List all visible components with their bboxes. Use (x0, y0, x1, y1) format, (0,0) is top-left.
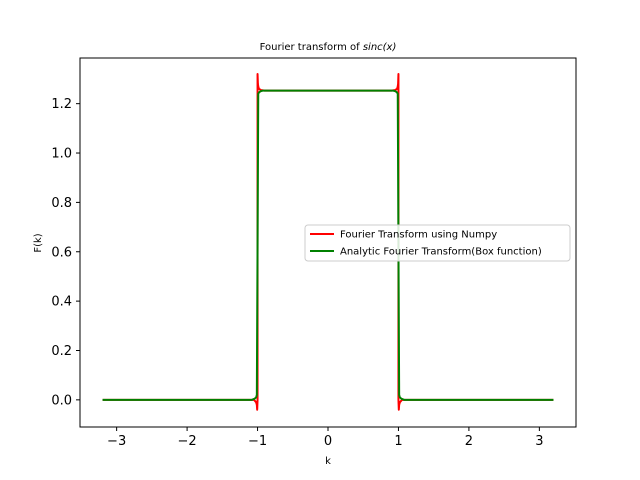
x-tick-label: −2 (178, 434, 197, 449)
x-tick-label: 0 (324, 434, 332, 449)
y-tick-label: 0.6 (51, 245, 72, 260)
series-line-1 (102, 89, 554, 401)
y-tick-label: 1.0 (51, 147, 72, 162)
legend-label-analytic: Analytic Fourier Transform(Box function) (340, 247, 542, 258)
x-tick-label: −1 (248, 434, 267, 449)
y-axis-label: F(k) (33, 233, 44, 252)
x-axis-ticks: −3 −2 −1 0 1 2 3 (107, 427, 544, 449)
x-tick-label: 1 (394, 434, 402, 449)
chart-title: Fourier transform of sinc(x) (260, 42, 397, 53)
y-axis-ticks: 0.0 0.2 0.4 0.6 0.8 1.0 1.2 (51, 97, 80, 408)
y-tick-label: 0.0 (51, 393, 72, 408)
x-tick-label: 3 (535, 434, 543, 449)
plot-series (102, 73, 554, 411)
legend-label-numpy: Fourier Transform using Numpy (340, 230, 497, 241)
y-tick-label: 0.4 (51, 295, 72, 310)
y-tick-label: 0.8 (51, 196, 72, 211)
title-math: sinc(x) (363, 42, 397, 53)
x-tick-label: 2 (465, 434, 473, 449)
legend: Fourier Transform using Numpy Analytic F… (304, 224, 571, 262)
y-tick-label: 0.2 (51, 344, 72, 359)
legend-box (304, 224, 571, 262)
title-prefix: Fourier transform of (260, 42, 363, 53)
x-axis-label: k (325, 456, 331, 467)
x-tick-label: −3 (107, 434, 126, 449)
y-tick-label: 1.2 (51, 97, 72, 112)
